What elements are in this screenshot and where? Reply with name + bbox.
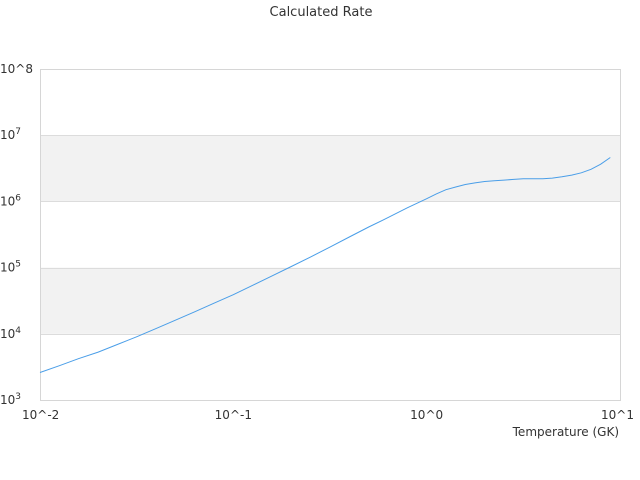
data-point [252,285,253,286]
data-point [407,207,408,208]
data-point [542,178,543,179]
y-tick-label: 104 [0,326,21,341]
data-point [484,181,485,182]
data-point [291,266,292,267]
x-tick-label: 10^-2 [22,408,59,422]
data-point [39,372,40,373]
data-point [426,198,427,199]
data-point [175,320,176,321]
plot-band [40,135,620,202]
data-point [523,178,524,179]
data-point [98,352,99,353]
data-point [329,247,330,248]
data-point [455,186,456,187]
data-point [503,180,504,181]
data-point [310,256,311,257]
series-layer [39,157,611,373]
data-point [117,344,118,345]
data-point [474,182,475,183]
data-point [532,178,533,179]
data-point [59,365,60,366]
data-point [465,184,466,185]
y-tick-label: 106 [0,193,21,208]
data-point [436,193,437,194]
data-point [561,176,562,177]
x-tick-label: 10^1 [601,408,634,422]
plot-band [40,267,620,334]
data-point [445,189,446,190]
data-point [194,311,195,312]
data-point [233,294,234,295]
data-point [581,172,582,173]
y-tick-label: 105 [0,260,21,275]
x-axis-ticks: 10^-2 10^-1 10^0 10^1 [22,408,634,422]
data-point [136,336,137,337]
y-tick-exponent: 5 [15,260,21,270]
y-tick-exponent: 3 [15,392,21,402]
y-tick-label: 10^8 [0,62,33,76]
y-tick-base: 10 [0,393,15,407]
data-point [368,226,369,227]
chart-title: Calculated Rate [270,5,373,20]
data-point [494,180,495,181]
data-point [600,164,601,165]
data-point [571,175,572,176]
y-tick-exponent: 6 [15,193,21,203]
y-tick-base: 10 [0,194,15,208]
data-point [155,328,156,329]
data-point [513,179,514,180]
y-tick-exponent: 4 [15,326,21,336]
y-tick-label: 103 [0,392,21,407]
series-line [39,157,611,373]
data-point [213,303,214,304]
data-point [590,169,591,170]
data-point [610,157,611,158]
y-tick-base: 10^8 [0,62,33,76]
data-point [552,178,553,179]
data-point [349,236,350,237]
y-tick-base: 10 [0,128,15,142]
data-point [78,358,79,359]
y-tick-base: 10 [0,327,15,341]
x-tick-label: 10^-1 [215,408,252,422]
y-tick-exponent: 7 [15,127,21,137]
plot-frame [40,69,621,401]
plot-bands [40,135,620,334]
x-axis-label: Temperature (GK) [512,425,619,439]
x-tick-label: 10^0 [410,408,443,422]
plot-grid [40,69,620,401]
data-point [387,217,388,218]
data-point [271,275,272,276]
y-tick-label: 107 [0,127,21,142]
y-tick-base: 10 [0,261,15,275]
